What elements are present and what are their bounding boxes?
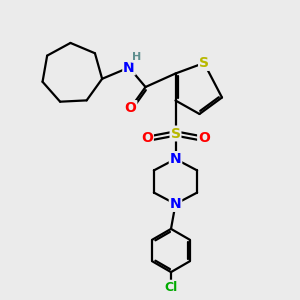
Text: S: S xyxy=(170,127,181,140)
Text: N: N xyxy=(170,152,181,166)
Text: N: N xyxy=(123,61,135,74)
Text: N: N xyxy=(170,197,181,211)
Text: Cl: Cl xyxy=(164,280,178,294)
Text: S: S xyxy=(199,56,209,70)
Text: O: O xyxy=(124,101,136,115)
Text: O: O xyxy=(198,131,210,145)
Text: O: O xyxy=(141,131,153,145)
Text: H: H xyxy=(132,52,141,62)
